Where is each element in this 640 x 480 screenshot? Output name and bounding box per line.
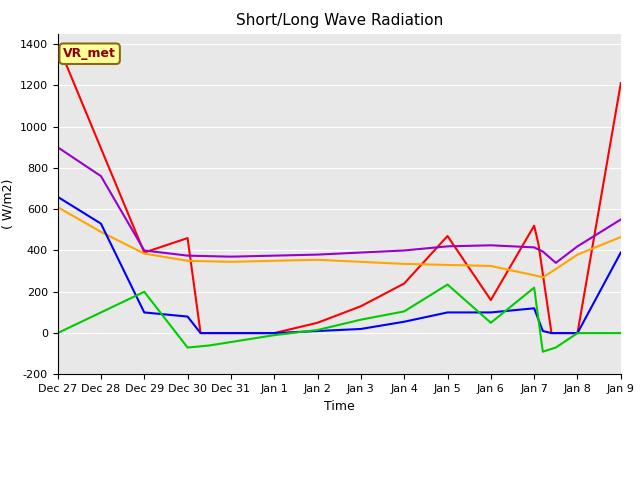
SW out [444,310,451,315]
LW in [444,262,451,268]
SW out [573,330,581,336]
LW in [401,261,408,267]
LW in [97,229,105,235]
SW in [357,303,365,309]
SW in [196,330,204,336]
LW in [184,258,191,264]
SW out [314,328,321,334]
Y-axis label: ( W/m2): ( W/m2) [1,179,14,229]
LW out [140,248,148,253]
Rnet [270,332,278,338]
LW in [54,204,61,210]
Rnet [552,345,559,350]
Rnet [573,330,581,336]
SW in [548,330,556,336]
SW in [54,41,61,47]
Rnet [531,285,538,290]
LW out [552,260,559,266]
LW out [54,144,61,150]
Rnet [140,289,148,295]
LW out [487,242,495,248]
Legend: SW in, LW in, SW out, LW out, Rnet: SW in, LW in, SW out, LW out, Rnet [129,476,550,480]
LW out [357,250,365,255]
LW in [552,266,559,272]
Rnet [617,330,625,336]
LW out [270,253,278,259]
SW out [184,314,191,320]
LW in [617,234,625,240]
LW in [357,259,365,264]
SW in [184,235,191,241]
LW out [444,243,451,249]
LW out [97,173,105,179]
SW in [444,233,451,239]
SW out [617,250,625,255]
SW out [548,330,556,336]
Rnet [314,327,321,333]
SW in [531,223,538,228]
Line: LW out: LW out [58,147,621,263]
LW out [531,244,538,250]
Rnet [357,317,365,323]
LW out [184,253,191,259]
SW out [357,326,365,332]
LW out [573,243,581,249]
SW out [196,330,204,336]
LW out [401,248,408,253]
Line: Rnet: Rnet [58,285,621,352]
Rnet [444,282,451,288]
SW out [531,305,538,311]
SW in [534,241,542,247]
LW in [573,252,581,257]
Rnet [487,320,495,325]
LW in [314,257,321,263]
SW in [487,297,495,303]
SW out [401,319,408,324]
Rnet [54,330,61,336]
Rnet [205,343,213,348]
SW in [270,330,278,336]
Title: Short/Long Wave Radiation: Short/Long Wave Radiation [236,13,443,28]
LW in [140,251,148,256]
Line: SW in: SW in [58,44,621,333]
LW in [270,258,278,264]
SW out [539,328,547,334]
SW out [270,330,278,336]
Rnet [401,309,408,314]
LW in [227,259,235,264]
LW out [617,216,625,222]
Line: SW out: SW out [58,197,621,333]
SW out [54,194,61,200]
Rnet [539,349,547,355]
LW out [227,254,235,260]
SW out [140,310,148,315]
Line: LW in: LW in [58,207,621,277]
SW in [617,80,625,86]
LW out [314,252,321,257]
SW in [573,330,581,336]
LW in [539,275,547,280]
X-axis label: Time: Time [324,400,355,413]
SW out [487,310,495,315]
LW in [487,263,495,269]
LW out [539,249,547,254]
SW in [140,250,148,255]
SW in [401,281,408,287]
SW out [97,221,105,227]
SW in [314,320,321,325]
Text: VR_met: VR_met [63,47,116,60]
LW in [531,272,538,278]
Rnet [184,345,191,350]
